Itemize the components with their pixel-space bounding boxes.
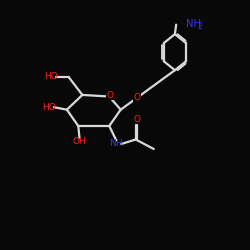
Text: OH: OH <box>73 137 86 146</box>
Text: O: O <box>134 93 140 102</box>
Text: NH: NH <box>186 19 201 29</box>
Text: HO: HO <box>44 72 58 82</box>
Text: O: O <box>106 91 113 100</box>
Text: 2: 2 <box>198 22 203 31</box>
Text: O: O <box>133 115 140 124</box>
Text: NH: NH <box>109 140 123 148</box>
Text: HO: HO <box>42 103 56 112</box>
